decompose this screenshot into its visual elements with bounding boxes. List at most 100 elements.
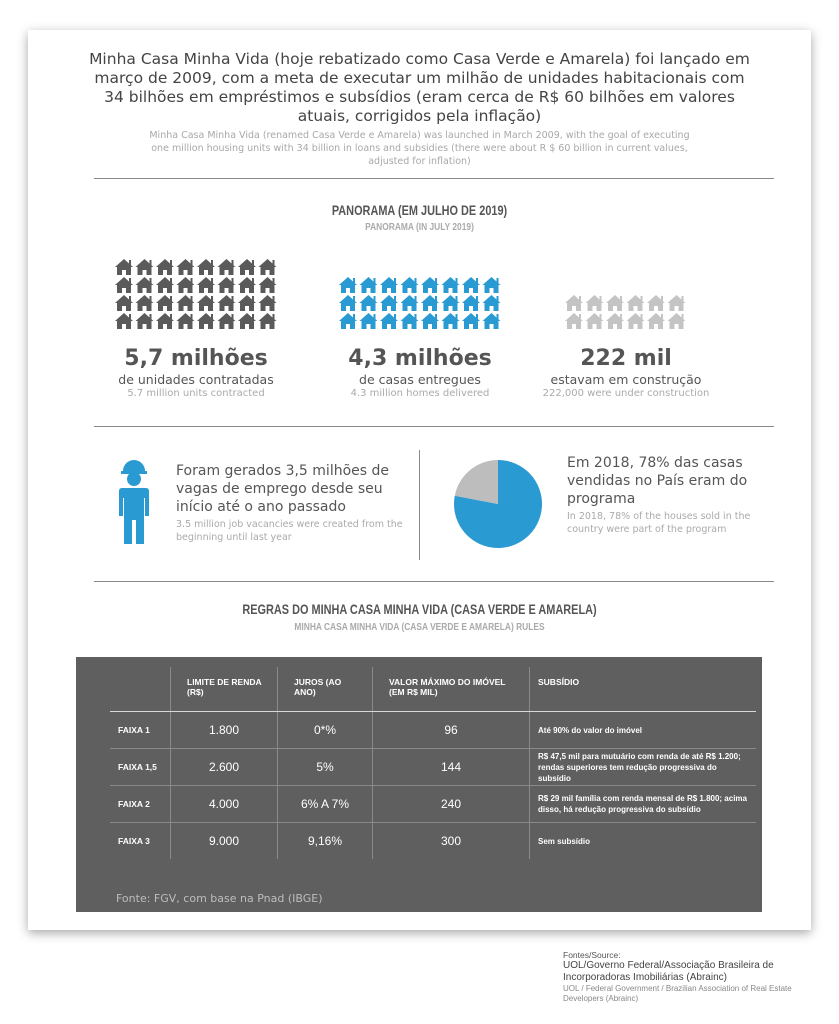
house-icon (441, 277, 460, 293)
table-row: FAIXA 1,5 2.600 5% 144 R$ 47,5 mil para … (110, 748, 756, 786)
house-icon (197, 295, 215, 311)
jobs-text-pt: Foram gerados 3,5 milhões de vagas de em… (176, 463, 390, 515)
sources-text-en: UOL / Federal Government / Brazilian Ass… (563, 984, 792, 1003)
house-icon (606, 313, 624, 329)
house-icon (400, 277, 419, 293)
cell-juros: 6% A 7% (277, 785, 373, 823)
house-grid-construction (565, 295, 686, 329)
house-icon (606, 295, 624, 311)
house-icon (482, 295, 501, 311)
house-icon (156, 313, 174, 329)
house-icon (421, 277, 439, 293)
house-icon (565, 313, 583, 329)
infographic-card: Minha Casa Minha Vida (hoje rebatizado c… (28, 30, 811, 930)
stat-label-en: 5.7 million units contracted (127, 388, 265, 399)
stat-label-pt: de unidades contratadas (118, 372, 274, 387)
stat-contracted: 5,7 milhões de unidades contratadas 5.7 … (81, 346, 311, 400)
intro: Minha Casa Minha Vida (hoje rebatizado c… (28, 50, 811, 168)
house-icon (217, 313, 236, 329)
stat-label-pt: de casas entregues (359, 372, 481, 387)
header-juros: JUROS (AO ANO) (277, 667, 373, 712)
house-icon (400, 313, 419, 329)
stat-construction: 222 mil estavam em construção 222,000 we… (511, 346, 741, 400)
pie-slice-other (454, 460, 498, 504)
cell-faixa: FAIXA 1 (110, 711, 171, 749)
house-icon (565, 295, 583, 311)
cell-valor: 240 (372, 785, 530, 823)
sources-label: Fontes/Source: (563, 950, 621, 960)
header-faixa (110, 667, 171, 712)
house-icon (115, 295, 133, 311)
house-icon (421, 313, 439, 329)
table-row: FAIXA 1 1.800 0*% 96 Até 90% do valor do… (110, 711, 756, 749)
house-icon (441, 313, 460, 329)
cell-juros: 9,16% (277, 822, 373, 859)
stat-value: 222 mil (580, 346, 672, 371)
intro-text-pt: Minha Casa Minha Vida (hoje rebatizado c… (89, 50, 750, 125)
house-icon (135, 295, 154, 311)
rules-table: LIMITE DE RENDA (R$) JUROS (AO ANO) VALO… (110, 667, 756, 859)
house-grid-contracted (115, 259, 277, 329)
house-icon (667, 313, 686, 329)
cell-valor: 300 (372, 822, 530, 859)
house-icon (380, 295, 398, 311)
jobs-fact: Foram gerados 3,5 milhões de vagas de em… (176, 462, 408, 544)
header-valor: VALOR MÁXIMO DO IMÓVEL (EM R$ MIL) (372, 667, 530, 712)
cell-renda: 9.000 (170, 822, 278, 859)
cell-valor: 96 (372, 711, 530, 749)
house-icon (197, 277, 215, 293)
house-icon (380, 277, 398, 293)
house-icon (217, 259, 236, 275)
stat-delivered: 4,3 milhões de casas entregues 4.3 milli… (305, 346, 535, 400)
cell-subsidio: Sem subsídio (529, 822, 756, 859)
house-icon (238, 295, 256, 311)
worker-icon (119, 460, 149, 544)
house-icon (339, 277, 357, 293)
house-icon (258, 259, 277, 275)
stat-label-en: 222,000 were under construction (542, 388, 710, 399)
stat-label-pt: estavam em construção (550, 372, 702, 387)
house-icon (339, 313, 357, 329)
house-icon (176, 313, 195, 329)
house-icon (647, 313, 665, 329)
panorama-title: PANORAMA (EM JULHO DE 2019) (331, 202, 508, 218)
house-icon (135, 259, 154, 275)
house-icon (238, 259, 256, 275)
cell-renda: 2.600 (170, 748, 278, 786)
rules-subtitle: MINHA CASA MINHA VIDA (CASA VERDE E AMAR… (294, 621, 545, 633)
house-grid-delivered (339, 277, 501, 329)
divider (94, 178, 774, 179)
house-icon (135, 313, 154, 329)
divider (94, 581, 774, 582)
share-text-en: In 2018, 78% of the houses sold in the c… (567, 511, 751, 535)
house-icon (647, 295, 665, 311)
share-text-pt: Em 2018, 78% das casas vendidas no País … (567, 455, 748, 507)
house-icon (176, 277, 195, 293)
house-icon (359, 295, 378, 311)
house-icon (238, 313, 256, 329)
house-icon (626, 295, 645, 311)
jobs-text-en: 3.5 million job vacancies were created f… (176, 519, 403, 543)
rules-table-panel: LIMITE DE RENDA (R$) JUROS (AO ANO) VALO… (76, 657, 762, 912)
cell-valor: 144 (372, 748, 530, 786)
cell-renda: 4.000 (170, 785, 278, 823)
vertical-divider (419, 450, 420, 560)
house-icon (359, 313, 378, 329)
house-icon (217, 295, 236, 311)
stat-label-en: 4.3 million homes delivered (350, 388, 490, 399)
panorama-subtitle: PANORAMA (IN JULY 2019) (365, 221, 474, 233)
cell-renda: 1.800 (170, 711, 278, 749)
cell-faixa: FAIXA 3 (118, 836, 150, 846)
cell-faixa: FAIXA 1,5 (110, 748, 171, 786)
stat-value: 5,7 milhões (124, 346, 268, 371)
house-icon (135, 277, 154, 293)
house-icon (482, 313, 501, 329)
house-icon (176, 295, 195, 311)
house-icon (156, 277, 174, 293)
house-icon (197, 259, 215, 275)
house-icon (585, 295, 604, 311)
house-icon (258, 295, 277, 311)
sources: Fontes/Source: UOL/Governo Federal/Assoc… (563, 950, 793, 1004)
cell-juros: 0*% (277, 711, 373, 749)
house-icon (482, 277, 501, 293)
